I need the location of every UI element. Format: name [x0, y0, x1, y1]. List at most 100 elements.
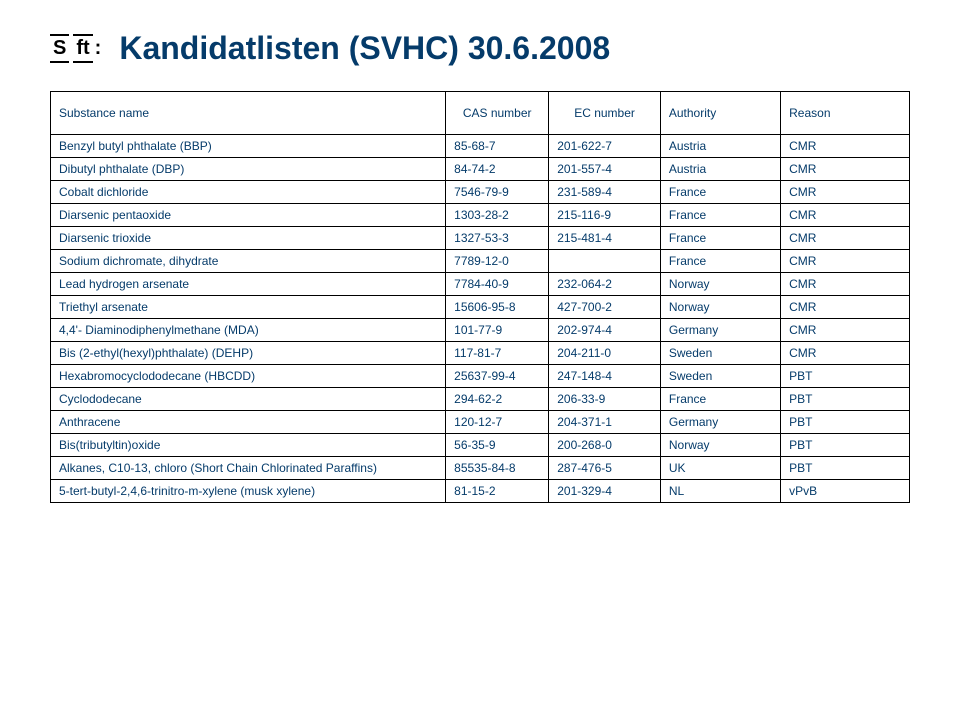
- cell-ec-number: 215-481-4: [549, 227, 661, 250]
- cell-substance-name: Alkanes, C10-13, chloro (Short Chain Chl…: [51, 457, 446, 480]
- cell-cas-number: 7784-40-9: [446, 273, 549, 296]
- table-row: Bis (2-ethyl(hexyl)phthalate) (DEHP)117-…: [51, 342, 910, 365]
- cell-cas-number: 15606-95-8: [446, 296, 549, 319]
- cell-cas-number: 1327-53-3: [446, 227, 549, 250]
- cell-ec-number: 247-148-4: [549, 365, 661, 388]
- cell-ec-number: 201-329-4: [549, 480, 661, 503]
- cell-reason: PBT: [781, 411, 910, 434]
- logo-part2: ft: [73, 34, 92, 63]
- cell-cas-number: 85535-84-8: [446, 457, 549, 480]
- cell-substance-name: 4,4'- Diaminodiphenylmethane (MDA): [51, 319, 446, 342]
- cell-authority: Austria: [660, 158, 780, 181]
- cell-substance-name: Anthracene: [51, 411, 446, 434]
- cell-authority: Austria: [660, 135, 780, 158]
- table-row: Sodium dichromate, dihydrate7789-12-0 Fra…: [51, 250, 910, 273]
- cell-reason: CMR: [781, 342, 910, 365]
- col-header-ec: EC number: [549, 92, 661, 135]
- cell-ec-number: 201-622-7: [549, 135, 661, 158]
- cell-ec-number: 204-211-0: [549, 342, 661, 365]
- cell-authority: Sweden: [660, 342, 780, 365]
- cell-cas-number: 7546-79-9: [446, 181, 549, 204]
- table-row: Hexabromocyclododecane (HBCDD)25637-99-4…: [51, 365, 910, 388]
- cell-substance-name: Sodium dichromate, dihydrate: [51, 250, 446, 273]
- cell-authority: France: [660, 204, 780, 227]
- cell-authority: Sweden: [660, 365, 780, 388]
- table-row: Anthracene120-12-7204-371-1GermanyPBT: [51, 411, 910, 434]
- cell-reason: CMR: [781, 319, 910, 342]
- cell-cas-number: 117-81-7: [446, 342, 549, 365]
- cell-reason: CMR: [781, 181, 910, 204]
- cell-ec-number: 215-116-9: [549, 204, 661, 227]
- cell-authority: France: [660, 227, 780, 250]
- table-row: Diarsenic pentaoxide1303-28-2215-116-9Fr…: [51, 204, 910, 227]
- cell-substance-name: Dibutyl phthalate (DBP): [51, 158, 446, 181]
- cell-authority: Germany: [660, 319, 780, 342]
- cell-authority: Germany: [660, 411, 780, 434]
- logo: S ft :: [50, 34, 101, 63]
- cell-ec-number: 201-557-4: [549, 158, 661, 181]
- cell-substance-name: 5-tert-butyl-2,4,6-trinitro-m-xylene (mu…: [51, 480, 446, 503]
- cell-ec-number: 204-371-1: [549, 411, 661, 434]
- table-row: Dibutyl phthalate (DBP)84-74-2201-557-4A…: [51, 158, 910, 181]
- cell-reason: vPvB: [781, 480, 910, 503]
- cell-cas-number: 25637-99-4: [446, 365, 549, 388]
- cell-authority: France: [660, 388, 780, 411]
- cell-substance-name: Cyclododecane: [51, 388, 446, 411]
- cell-reason: CMR: [781, 227, 910, 250]
- table-row: Bis(tributyltin)oxide56-35-9200-268-0Nor…: [51, 434, 910, 457]
- table-row: Cyclododecane294-62-2206-33-9FrancePBT: [51, 388, 910, 411]
- cell-reason: PBT: [781, 388, 910, 411]
- cell-authority: Norway: [660, 273, 780, 296]
- table-row: Alkanes, C10-13, chloro (Short Chain Chl…: [51, 457, 910, 480]
- col-header-name: Substance name: [51, 92, 446, 135]
- logo-colon: :: [95, 37, 102, 60]
- cell-authority: France: [660, 250, 780, 273]
- cell-reason: CMR: [781, 250, 910, 273]
- header-row: S ft : Kandidatlisten (SVHC) 30.6.2008: [50, 30, 910, 67]
- cell-reason: PBT: [781, 365, 910, 388]
- cell-cas-number: 7789-12-0: [446, 250, 549, 273]
- cell-substance-name: Cobalt dichloride: [51, 181, 446, 204]
- table-row: Diarsenic trioxide1327-53-3215-481-4Fran…: [51, 227, 910, 250]
- cell-ec-number: 202-974-4: [549, 319, 661, 342]
- cell-cas-number: 85-68-7: [446, 135, 549, 158]
- cell-authority: NL: [660, 480, 780, 503]
- col-header-authority: Authority: [660, 92, 780, 135]
- table-header-row: Substance name CAS number EC number Auth…: [51, 92, 910, 135]
- cell-substance-name: Hexabromocyclododecane (HBCDD): [51, 365, 446, 388]
- cell-ec-number: 287-476-5: [549, 457, 661, 480]
- cell-ec-number: [549, 250, 661, 273]
- cell-cas-number: 101-77-9: [446, 319, 549, 342]
- cell-substance-name: Lead hydrogen arsenate: [51, 273, 446, 296]
- cell-cas-number: 81-15-2: [446, 480, 549, 503]
- cell-cas-number: 294-62-2: [446, 388, 549, 411]
- cell-reason: CMR: [781, 273, 910, 296]
- col-header-cas: CAS number: [446, 92, 549, 135]
- cell-ec-number: 232-064-2: [549, 273, 661, 296]
- table-row: Cobalt dichloride7546-79-9231-589-4Franc…: [51, 181, 910, 204]
- cell-cas-number: 1303-28-2: [446, 204, 549, 227]
- cell-reason: CMR: [781, 135, 910, 158]
- cell-authority: UK: [660, 457, 780, 480]
- cell-reason: CMR: [781, 158, 910, 181]
- cell-substance-name: Bis(tributyltin)oxide: [51, 434, 446, 457]
- page-title: Kandidatlisten (SVHC) 30.6.2008: [119, 30, 610, 67]
- table-row: Benzyl butyl phthalate (BBP)85-68-7201-6…: [51, 135, 910, 158]
- cell-cas-number: 56-35-9: [446, 434, 549, 457]
- cell-ec-number: 231-589-4: [549, 181, 661, 204]
- cell-authority: Norway: [660, 434, 780, 457]
- cell-cas-number: 84-74-2: [446, 158, 549, 181]
- col-header-reason: Reason: [781, 92, 910, 135]
- cell-reason: CMR: [781, 296, 910, 319]
- cell-reason: PBT: [781, 434, 910, 457]
- table-row: Lead hydrogen arsenate7784-40-9232-064-2…: [51, 273, 910, 296]
- logo-part1: S: [50, 34, 69, 63]
- cell-ec-number: 200-268-0: [549, 434, 661, 457]
- svhc-table: Substance name CAS number EC number Auth…: [50, 91, 910, 503]
- cell-substance-name: Diarsenic pentaoxide: [51, 204, 446, 227]
- table-row: 4,4'- Diaminodiphenylmethane (MDA)101-77…: [51, 319, 910, 342]
- cell-ec-number: 427-700-2: [549, 296, 661, 319]
- table-row: Triethyl arsenate15606-95-8427-700-2Norw…: [51, 296, 910, 319]
- cell-substance-name: Bis (2-ethyl(hexyl)phthalate) (DEHP): [51, 342, 446, 365]
- cell-authority: Norway: [660, 296, 780, 319]
